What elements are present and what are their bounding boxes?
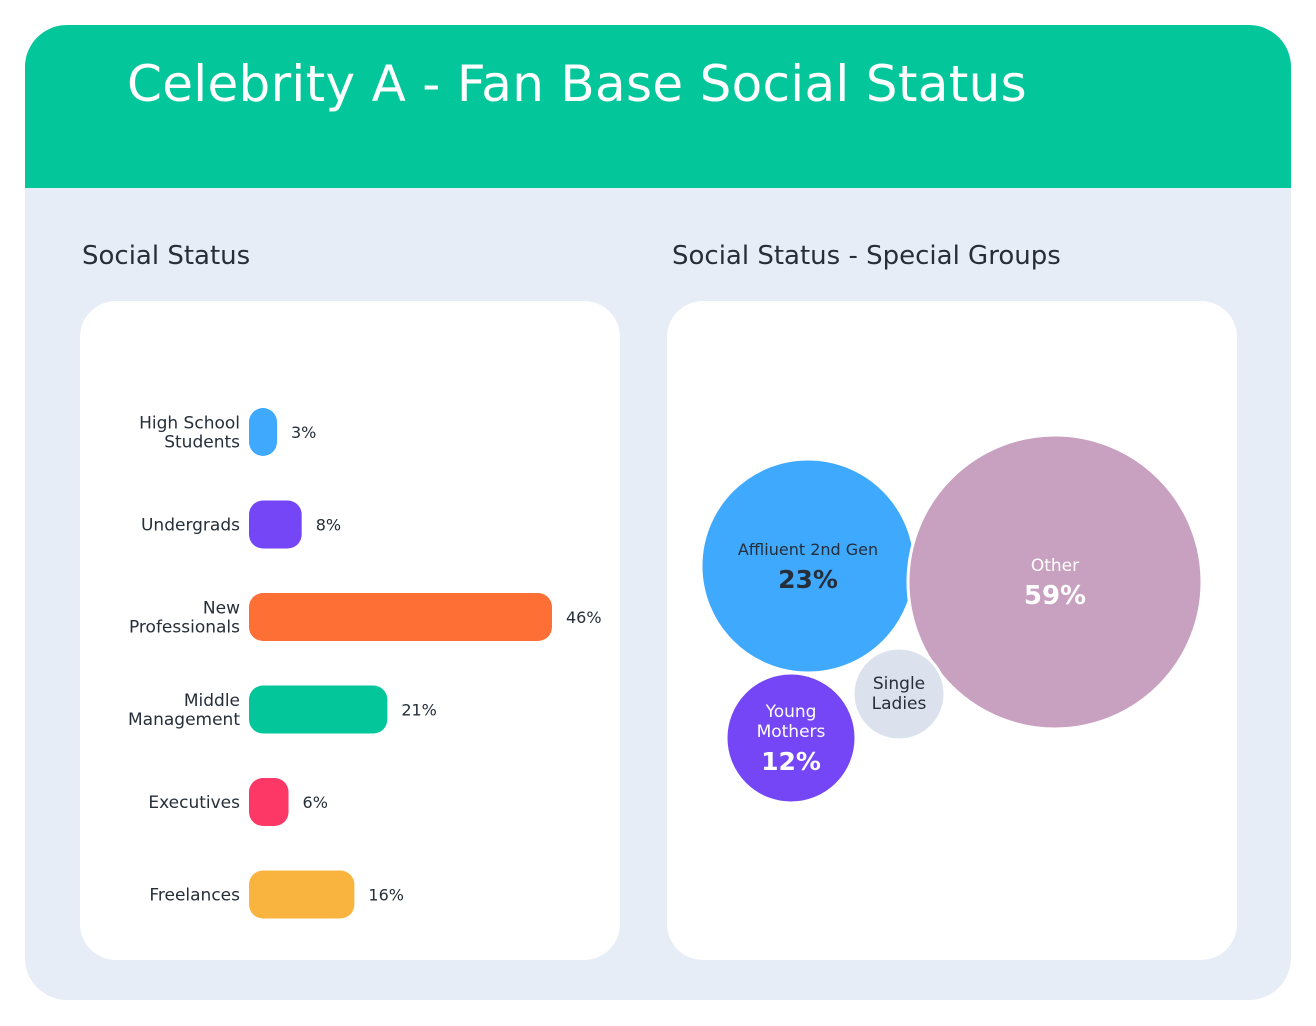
bubble-name-label-4: Single Ladies <box>872 674 927 714</box>
bar-value-label-5: 6% <box>303 793 328 812</box>
bar-chart: High School Students 3% Undergrads 8% New Prof… <box>128 408 602 919</box>
bar-3 <box>249 593 552 641</box>
bubble-name-label-2: Other <box>1031 556 1079 576</box>
bar-category-label-6: Freelances <box>149 886 240 906</box>
bar-value-label-3: 46% <box>566 608 602 627</box>
bubble-value-label-2: 59% <box>1024 581 1086 611</box>
bar-category-label-5: Executives <box>148 793 240 813</box>
page-title: Celebrity A - Fan Base Social Status <box>127 55 1027 113</box>
bubble-value-label-1: 23% <box>778 565 838 594</box>
bubble-chart-panel: Affliuent 2nd Gen 23% Other 59% Young Mothers… <box>667 301 1237 960</box>
bar-value-label-4: 21% <box>401 701 437 720</box>
infographic-card: Celebrity A - Fan Base Social Status Soc… <box>25 25 1291 1000</box>
bubble-name-label-1: Affliuent 2nd Gen <box>738 540 878 559</box>
bubble-chart: Affliuent 2nd Gen 23% Other 59% Young Mothers… <box>699 433 1204 805</box>
bubble-2 <box>906 433 1204 731</box>
bar-6 <box>249 870 355 919</box>
bar-value-label-6: 16% <box>368 886 404 905</box>
bar-category-label-4: Middle Management <box>128 691 240 730</box>
bubble-chart-title: Social Status - Special Groups <box>672 241 1061 271</box>
bar-2 <box>249 500 302 549</box>
bar-chart-title: Social Status <box>82 241 251 271</box>
bar-chart-panel: High School Students 3% Undergrads 8% New Prof… <box>80 301 620 960</box>
bubble-name-label-3: Young Mothers <box>757 702 826 742</box>
header-banner: Celebrity A - Fan Base Social Status <box>25 25 1291 188</box>
bubble-value-label-3: 12% <box>761 747 821 776</box>
bar-category-label-1: High School Students <box>139 414 240 453</box>
bar-1 <box>249 408 277 456</box>
bar-category-label-2: Undergrads <box>141 516 240 536</box>
bar-4 <box>249 685 388 734</box>
bar-category-label-3: New Professionals <box>129 599 240 638</box>
bubble-3 <box>724 671 858 805</box>
bar-value-label-1: 3% <box>291 423 316 442</box>
bar-value-label-2: 8% <box>316 516 341 535</box>
bubble-4 <box>851 646 947 742</box>
bar-5 <box>249 778 289 826</box>
